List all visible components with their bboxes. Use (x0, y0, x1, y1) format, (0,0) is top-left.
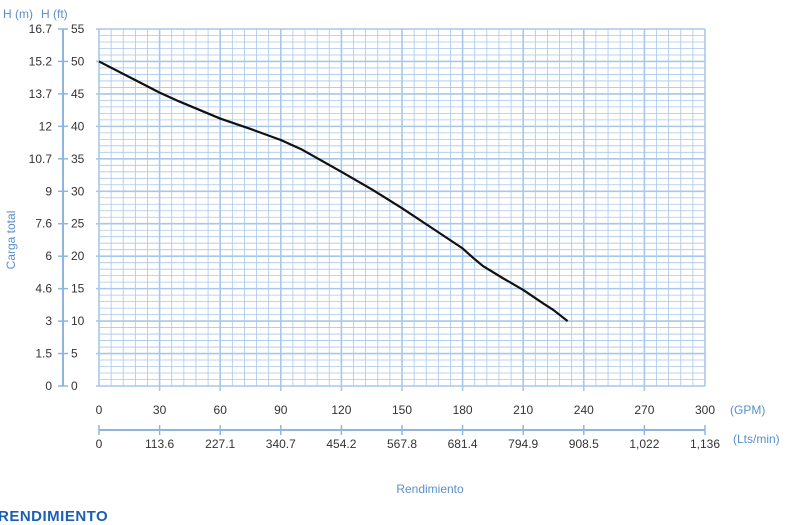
y-tick-label-m: 0 (45, 379, 52, 393)
y-tick-label-m: 4.6 (35, 282, 52, 296)
x-axis-title: Rendimiento (396, 482, 464, 496)
y-tick-label-m: 9 (45, 184, 52, 198)
x-tick-label-lpm: 567.8 (387, 437, 417, 451)
x-tick-label-gpm: 0 (96, 403, 103, 417)
x-tick-label-gpm: 30 (153, 403, 167, 417)
x-tick-label-gpm: 90 (274, 403, 288, 417)
x-tick-label-lpm: 113.6 (145, 437, 174, 451)
y-tick-label-ft: 25 (71, 217, 85, 231)
y-tick-label-ft: 15 (71, 282, 85, 296)
y-tick-label-m: 10.7 (29, 152, 53, 166)
x-tick-label-gpm: 240 (574, 403, 594, 417)
y-units-ft: H (ft) (41, 7, 68, 21)
y-tick-label-m: 15.2 (29, 54, 53, 68)
x-tick-label-lpm: 340.7 (266, 437, 296, 451)
y-tick-label-ft: 55 (71, 22, 85, 36)
y-tick-label-ft: 5 (71, 347, 78, 361)
y-tick-label-m: 13.7 (29, 87, 53, 101)
x-tick-label-lpm: 1,136 (690, 437, 720, 451)
x-tick-label-gpm: 210 (513, 403, 533, 417)
y-tick-label-ft: 20 (71, 249, 85, 263)
performance-curve (98, 60, 569, 322)
y-tick-label-ft: 0 (71, 379, 78, 393)
x-units-lpm: (Lts/min) (733, 432, 780, 446)
y-tick-label-ft: 35 (71, 152, 85, 166)
x-tick-label-gpm: 300 (695, 403, 715, 417)
section-title: RENDIMIENTO (0, 508, 109, 525)
y-tick-label-m: 12 (39, 119, 53, 133)
y-tick-label-m: 7.6 (35, 217, 52, 231)
y-tick-label-ft: 30 (71, 184, 85, 198)
y-tick-label-ft: 40 (71, 119, 85, 133)
x-tick-label-lpm: 454.2 (326, 437, 356, 451)
x-tick-label-lpm: 227.1 (205, 437, 235, 451)
y-tick-label-m: 3 (45, 314, 52, 328)
y-tick-label-ft: 45 (71, 87, 85, 101)
y-tick-label-ft: 10 (71, 314, 85, 328)
x-tick-label-lpm: 0 (96, 437, 103, 451)
y-tick-label-m: 16.7 (29, 22, 53, 36)
x-units-gpm: (GPM) (730, 403, 765, 417)
x-tick-label-gpm: 60 (214, 403, 228, 417)
y-units-m: H (m) (3, 7, 33, 21)
x-tick-label-lpm: 681.4 (448, 437, 478, 451)
x-tick-label-gpm: 120 (331, 403, 351, 417)
x-tick-label-gpm: 180 (453, 403, 473, 417)
x-tick-label-gpm: 150 (392, 403, 412, 417)
x-tick-label-gpm: 270 (634, 403, 654, 417)
x-tick-label-lpm: 908.5 (569, 437, 599, 451)
x-tick-label-lpm: 1,022 (629, 437, 659, 451)
y-tick-label-m: 1.5 (35, 347, 52, 361)
y-tick-label-m: 6 (45, 249, 52, 263)
x-tick-label-lpm: 794.9 (508, 437, 538, 451)
y-axis-title: Carga total (4, 211, 18, 270)
y-tick-label-ft: 50 (71, 54, 85, 68)
